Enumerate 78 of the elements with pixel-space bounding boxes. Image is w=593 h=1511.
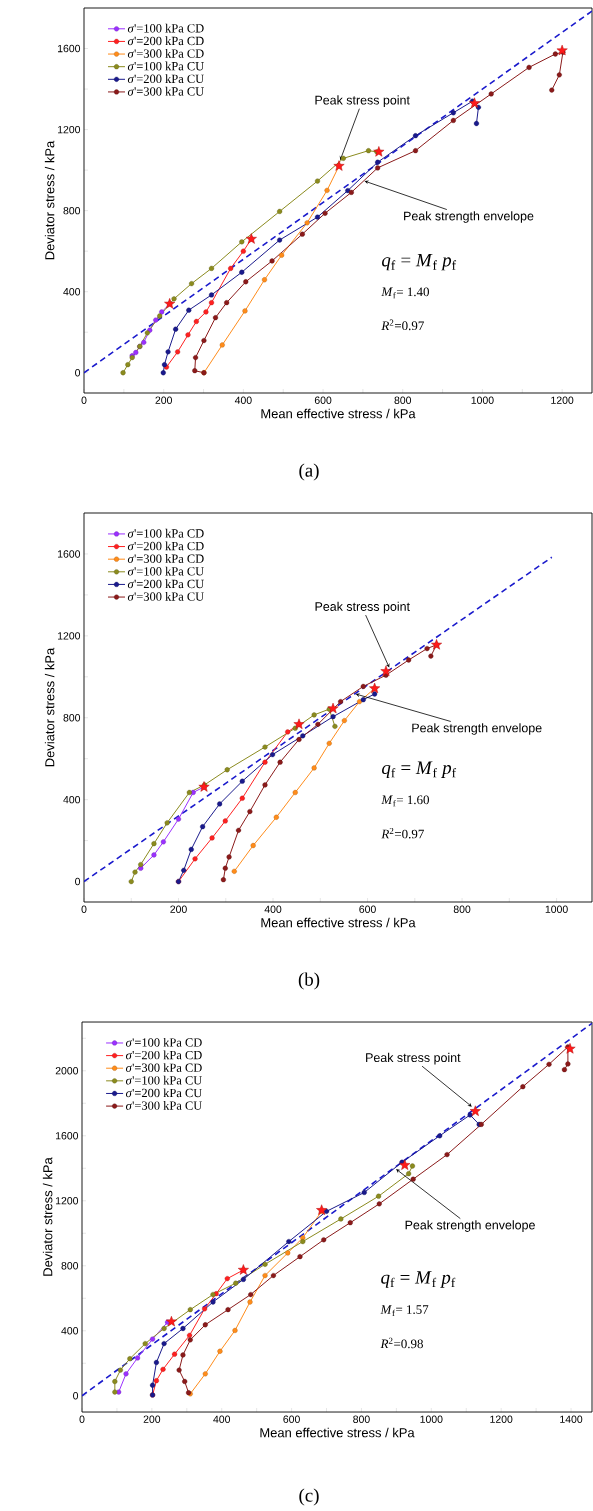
y-tick-label: 1200 (58, 632, 81, 640)
text: (a) (299, 463, 319, 481)
legend-label: σ'=200 kPa CU (125, 1088, 202, 1098)
y-axis-title: Deviator stress / kPa (42, 1157, 53, 1276)
legend-label: σ'=300 kPa CU (125, 1101, 202, 1110)
x-tick-label: 0 (81, 905, 87, 913)
y-axis-title: Deviator stress / kPa (44, 140, 55, 260)
x-tick-label: 1200 (490, 1415, 513, 1423)
y-tick-label: 1600 (56, 1132, 79, 1140)
y-tick-label: 1200 (56, 1197, 79, 1205)
legend-label: σ'=100 kPa CD (127, 528, 204, 538)
legend-label: σ'=200 kPa CU (127, 74, 204, 83)
x-tick-label: 600 (314, 396, 332, 404)
annotation: Peak strength envelope (405, 1220, 535, 1232)
y-tick-label: 0 (73, 1392, 79, 1400)
annotation: R$^{2}$=0.97 (381, 319, 424, 331)
legend-label: σ'=300 kPa CU (127, 591, 204, 601)
y-axis-title: Deviator stress / kPa (44, 647, 55, 767)
legend-label: σ'=300 kPa CD (127, 554, 204, 563)
x-tick-label: 800 (453, 905, 471, 913)
x-tick-label: 200 (143, 1415, 161, 1423)
x-tick-label: 1000 (471, 396, 494, 404)
legend-label: σ'=200 kPa CU (127, 579, 204, 589)
y-tick-label: 0 (75, 369, 81, 377)
y-tick-label: 1600 (58, 44, 81, 53)
x-tick-label: 800 (353, 1415, 370, 1423)
y-tick-label: 1200 (58, 125, 81, 134)
x-tick-label: 0 (81, 396, 87, 404)
x-tick-label: 400 (234, 396, 252, 404)
y-tick-label: 400 (61, 1327, 79, 1335)
text: (b) (298, 972, 320, 990)
legend-label: σ'=300 kPa CD (127, 48, 204, 58)
y-tick-label: 400 (63, 795, 81, 804)
annotation: R$^{2}$=0.97 (381, 827, 424, 839)
legend-label: σ'=100 kPa CU (127, 61, 204, 71)
annotation: Peak strength envelope (404, 211, 534, 223)
x-tick-label: 200 (155, 396, 172, 404)
annotation: Peak stress point (366, 1052, 461, 1065)
annotation: Peak stress point (315, 95, 410, 107)
annotation: q$_{f}$ = M$_{f}$ p$_{f}$ (382, 253, 457, 271)
legend-label: σ'=100 kPa CD (125, 1037, 202, 1047)
legend-label: σ'=100 kPa CU (125, 1075, 202, 1085)
annotation: Peak strength envelope (412, 723, 542, 735)
x-tick-label: 1400 (560, 1415, 583, 1423)
legend-label: σ'=100 kPa CU (127, 566, 204, 576)
annotation: R$^{2}$=0.98 (380, 1337, 423, 1349)
y-tick-label: 800 (61, 1262, 79, 1270)
annotation: Peak stress point (315, 601, 410, 614)
x-tick-label: 600 (283, 1415, 300, 1423)
legend-label: σ'=200 kPa CD (127, 541, 204, 551)
x-axis-title: Mean effective stress / kPa (261, 408, 416, 419)
x-axis-title: Mean effective stress / kPa (260, 1427, 415, 1438)
x-tick-label: 1200 (551, 396, 574, 404)
legend-label: σ'=300 kPa CU (127, 86, 204, 96)
annotation: M$_{f}$= 1.57 (380, 1305, 429, 1317)
legend-label: σ'=100 kPa CD (127, 23, 204, 33)
x-axis-title: Mean effective stress / kPa (261, 917, 416, 928)
annotation: q$_{f}$ = M$_{f}$ p$_{f}$ (381, 1271, 456, 1288)
y-tick-label: 400 (63, 287, 81, 296)
legend-label: σ'=200 kPa CD (125, 1050, 202, 1060)
y-tick-label: 800 (63, 714, 81, 722)
y-tick-label: 2000 (55, 1067, 79, 1075)
legend-label: σ'=300 kPa CD (125, 1063, 202, 1072)
text: (c) (299, 1488, 319, 1506)
y-tick-label: 800 (63, 206, 81, 215)
annotation: q$_{f}$ = M$_{f}$ p$_{f}$ (382, 761, 457, 778)
x-tick-label: 200 (170, 905, 187, 913)
legend-label: σ'=200 kPa CD (127, 36, 204, 46)
x-tick-label: 800 (394, 396, 412, 404)
x-tick-label: 1000 (420, 1415, 443, 1423)
x-tick-label: 400 (264, 905, 282, 913)
x-tick-label: 600 (359, 905, 376, 913)
y-tick-label: 1600 (58, 550, 81, 558)
annotation: M$_{f}$= 1.40 (381, 287, 429, 299)
annotation: M$_{f}$= 1.60 (381, 795, 429, 807)
x-tick-label: 1000 (545, 905, 568, 913)
x-tick-label: 400 (213, 1415, 231, 1423)
y-tick-label: 0 (75, 877, 81, 886)
